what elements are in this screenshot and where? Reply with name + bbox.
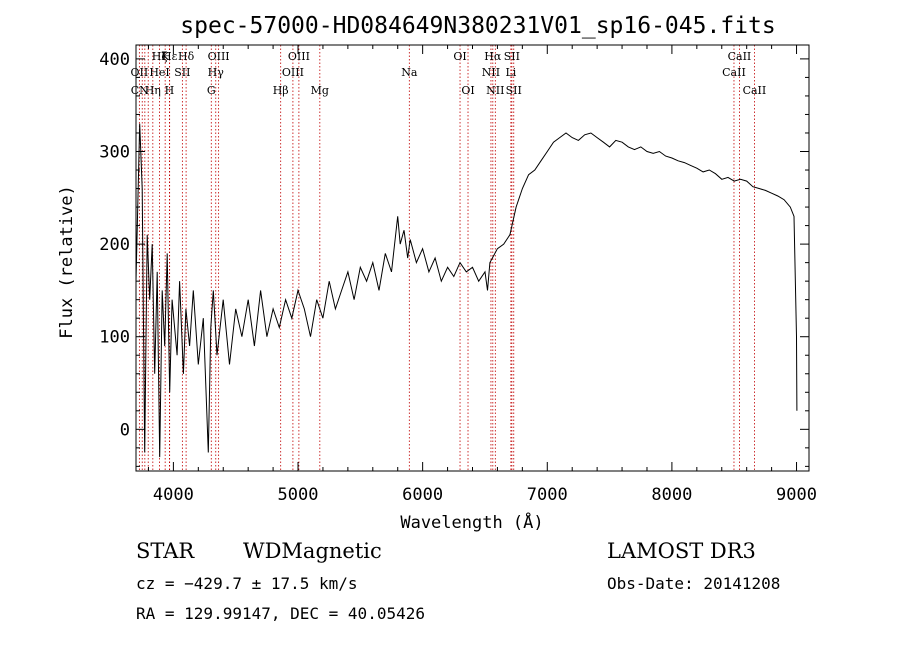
line-label-row1-3: OIII xyxy=(288,50,310,63)
x-tick-label-1: 5000 xyxy=(278,485,319,505)
line-label-row3-6: OI xyxy=(461,84,474,97)
y-tick-label-3: 300 xyxy=(99,143,130,163)
y-tick-label-0: 0 xyxy=(120,420,130,440)
x-axis-label: Wavelength (Å) xyxy=(400,511,543,533)
y-tick-label-4: 400 xyxy=(99,50,130,70)
redshift-text: cz = −429.7 ± 17.5 km/s xyxy=(136,574,358,593)
x-tick-label-4: 8000 xyxy=(651,485,692,505)
line-label-row2-0: OII xyxy=(131,66,149,79)
spectrum-plot xyxy=(135,123,798,458)
line-label-row1b-0: Hζ xyxy=(152,50,168,63)
coordinates: RA = 129.99147, DEC = 40.05426 xyxy=(136,604,425,623)
x-tick-label-3: 7000 xyxy=(527,485,568,505)
line-label-row3-5: Mg xyxy=(311,84,329,97)
line-label-row2-3: Hγ xyxy=(208,66,225,79)
spectral-line-markers xyxy=(138,45,755,471)
line-label-row2-6: NII xyxy=(482,66,500,79)
y-tick-label-2: 200 xyxy=(99,235,130,255)
line-label-row1-5: Hα xyxy=(484,50,502,63)
line-label-row3-2: H xyxy=(165,84,175,97)
survey-name: LAMOST DR3 xyxy=(607,539,756,563)
line-label-row2-1: HeI xyxy=(149,66,169,79)
line-label-row2-2: SII xyxy=(174,66,190,79)
line-label-row1-4: OI xyxy=(453,50,466,63)
line-label-row3-7: NII xyxy=(486,84,504,97)
spectrum-line xyxy=(135,123,798,458)
y-axis-ticks: 0 100 200 300 400 xyxy=(99,50,809,467)
line-label-row3-3: G xyxy=(207,84,216,97)
line-label-row1-2: OIII xyxy=(208,50,230,63)
line-label-row3-0: CN xyxy=(131,84,149,97)
object-subclass: WDMagnetic xyxy=(243,539,382,563)
line-label-row2-8: CaII xyxy=(722,66,746,79)
y-axis-label: Flux (relative) xyxy=(57,185,77,339)
line-label-row2-4: OIII xyxy=(282,66,304,79)
line-label-row3-9: CaII xyxy=(743,84,767,97)
line-label-row1-7: CaII xyxy=(728,50,752,63)
x-axis-ticks: 4000 5000 6000 7000 8000 9000 xyxy=(147,45,817,505)
line-label-row1-1: Hδ xyxy=(178,50,195,63)
line-label-row1-6: SII xyxy=(504,50,520,63)
line-label-row3-4: Hβ xyxy=(273,84,289,97)
line-label-row2-5: Na xyxy=(401,66,418,79)
x-tick-label-2: 6000 xyxy=(402,485,443,505)
line-label-row3-1: Hη xyxy=(145,84,161,97)
line-label-row2-7: Li xyxy=(505,66,516,79)
x-tick-label-5: 9000 xyxy=(776,485,817,505)
line-label-row1b-1: K xyxy=(161,50,170,63)
y-tick-label-1: 100 xyxy=(99,328,130,348)
object-class: STAR xyxy=(136,539,195,563)
obs-date: Obs-Date: 20141208 xyxy=(607,574,780,593)
line-label-row3-8: SII xyxy=(506,84,522,97)
x-tick-label-0: 4000 xyxy=(153,485,194,505)
chart-title: spec-57000-HD084649N380231V01_sp16-045.f… xyxy=(180,13,775,39)
